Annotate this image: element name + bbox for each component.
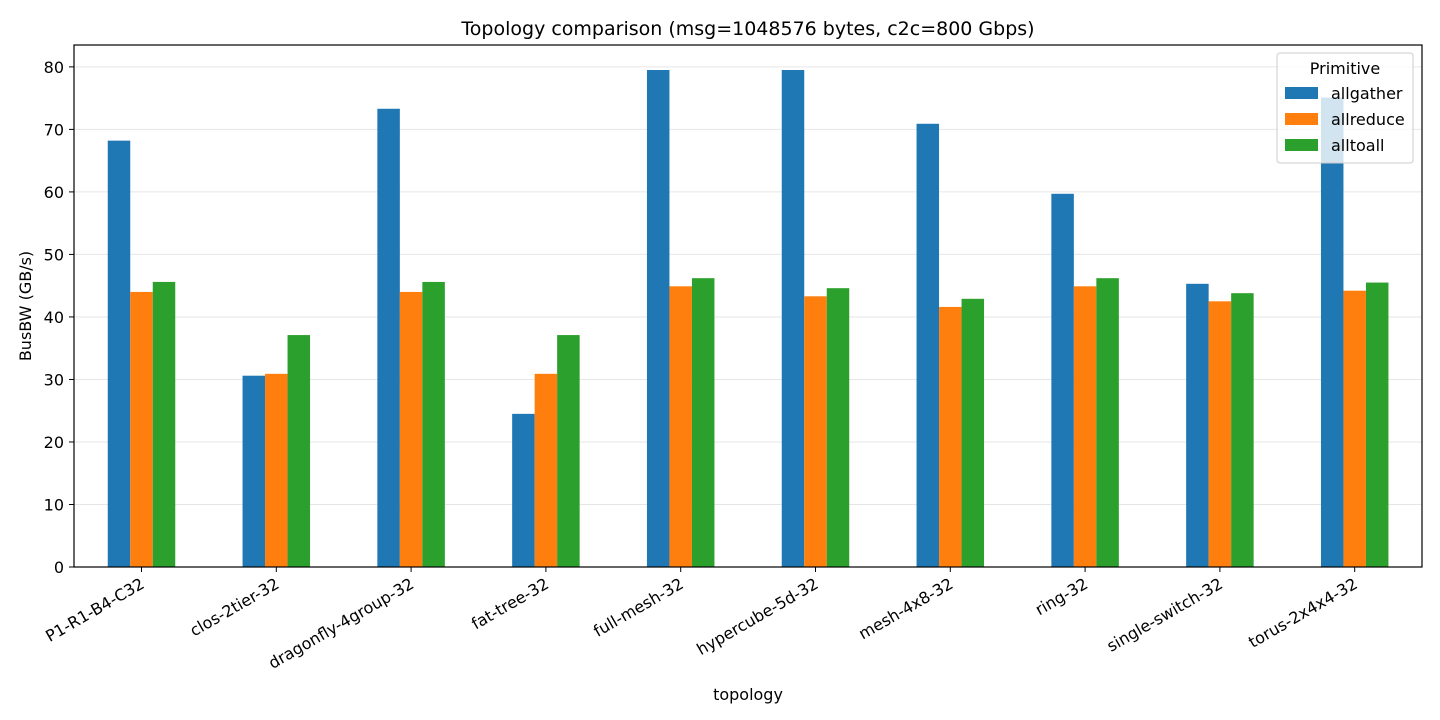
legend-swatch-alltoall bbox=[1285, 139, 1318, 151]
y-tick-label: 30 bbox=[44, 370, 64, 389]
chart-title: Topology comparison (msg=1048576 bytes, … bbox=[460, 18, 1034, 40]
y-axis-ticks: 0 10 20 30 40 50 60 70 80 bbox=[44, 58, 74, 577]
bar-alltoall bbox=[1365, 282, 1389, 567]
bar-alltoall bbox=[422, 281, 445, 567]
bar-allgather bbox=[377, 108, 400, 568]
y-tick-label: 70 bbox=[44, 120, 64, 139]
x-tick-label: torus-2x4x4-32 bbox=[1245, 574, 1361, 652]
y-axis-title: BusBW (GB/s) bbox=[16, 251, 35, 361]
x-tick-label: ring-32 bbox=[1032, 574, 1091, 619]
bar-alltoall bbox=[1231, 293, 1254, 567]
bar-allreduce bbox=[265, 373, 288, 567]
bar-alltoall bbox=[826, 288, 850, 567]
y-tick-label: 20 bbox=[44, 433, 64, 452]
legend-label-alltoall: alltoall bbox=[1331, 136, 1384, 155]
bar-alltoall bbox=[691, 278, 715, 567]
x-tick-label: hypercube-5d-32 bbox=[693, 574, 821, 659]
bar-alltoall bbox=[557, 335, 580, 567]
bar-allreduce bbox=[1208, 301, 1232, 567]
bars bbox=[107, 70, 1389, 568]
legend-swatch-allreduce bbox=[1285, 113, 1318, 125]
x-tick-label: mesh-4x8-32 bbox=[855, 574, 956, 643]
bar-alltoall bbox=[1096, 278, 1119, 567]
bar-allreduce bbox=[1343, 290, 1366, 567]
bar-allgather bbox=[1051, 193, 1074, 567]
bar-alltoall bbox=[152, 281, 176, 567]
bar-alltoall bbox=[961, 298, 985, 567]
legend-title: Primitive bbox=[1310, 59, 1380, 78]
x-tick-label: single-switch-32 bbox=[1104, 574, 1226, 656]
x-tick-label: fat-tree-32 bbox=[468, 574, 552, 633]
x-tick-label: dragonfly-4group-32 bbox=[265, 574, 417, 673]
y-tick-label: 40 bbox=[44, 308, 64, 327]
x-axis-title: topology bbox=[713, 685, 783, 704]
y-tick-label: 60 bbox=[44, 183, 64, 202]
x-axis-ticks: P1-R1-B4-C32 clos-2tier-32dragonfly-4grou… bbox=[42, 567, 1361, 673]
legend-swatch-allgather bbox=[1285, 87, 1318, 99]
bar-alltoall bbox=[287, 335, 311, 567]
bar-allgather bbox=[242, 375, 266, 567]
bar-allreduce bbox=[804, 296, 827, 567]
legend-box bbox=[1276, 52, 1414, 164]
y-tick-label: 0 bbox=[54, 558, 64, 577]
legend: Primitive allgather allreduce alltoall bbox=[1276, 52, 1414, 164]
y-tick-label: 50 bbox=[44, 245, 64, 264]
x-tick-label: full-mesh-32 bbox=[590, 574, 687, 641]
y-tick-label: 10 bbox=[44, 495, 64, 514]
bar-allgather bbox=[781, 70, 805, 568]
bar-allgather bbox=[1186, 283, 1209, 567]
bar-allreduce bbox=[939, 306, 962, 567]
bar-allreduce bbox=[669, 286, 692, 567]
y-tick-label: 80 bbox=[44, 58, 64, 77]
x-tick-label: P1-R1-B4-C32 bbox=[42, 574, 147, 646]
bar-allreduce bbox=[399, 291, 423, 567]
bar-allgather bbox=[916, 123, 940, 567]
x-tick-label: clos-2tier-32 bbox=[187, 574, 283, 640]
bar-allgather bbox=[107, 140, 131, 568]
bar-allgather bbox=[512, 413, 535, 567]
legend-label-allgather: allgather bbox=[1331, 84, 1403, 103]
bar-allreduce bbox=[1073, 286, 1097, 567]
bar-allreduce bbox=[534, 373, 558, 567]
bar-allgather bbox=[1320, 97, 1344, 567]
legend-label-allreduce: allreduce bbox=[1331, 110, 1405, 129]
bar-allgather bbox=[646, 70, 670, 568]
bar-allreduce bbox=[130, 291, 153, 567]
plot-frame bbox=[73, 44, 1423, 568]
